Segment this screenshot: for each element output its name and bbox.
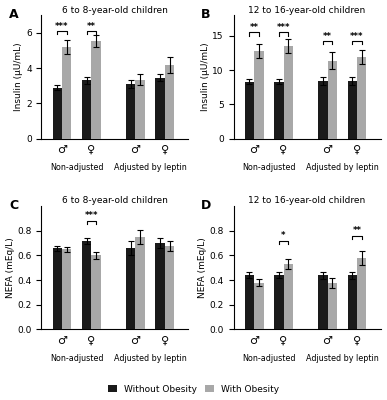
Text: Non-adjusted: Non-adjusted [242,354,296,363]
Bar [318,81,328,138]
Bar [62,47,72,138]
Bar [284,264,293,330]
Title: 6 to 8-year-old children: 6 to 8-year-old children [62,196,168,206]
Text: Adjusted by leptin: Adjusted by leptin [114,354,187,363]
Text: *: * [281,231,286,240]
Text: ***: *** [277,23,290,32]
Text: Adjusted by leptin: Adjusted by leptin [306,354,378,363]
Bar [284,46,293,138]
Text: **: ** [87,22,96,30]
Y-axis label: Insulin (μU/mL): Insulin (μU/mL) [200,43,209,111]
Text: **: ** [353,226,361,235]
Bar [91,41,101,138]
Text: A: A [9,8,19,21]
Text: Non-adjusted: Non-adjusted [50,354,103,363]
Title: 12 to 16-year-old children: 12 to 16-year-old children [248,196,366,206]
Bar [245,82,254,138]
Text: Adjusted by leptin: Adjusted by leptin [306,163,378,172]
Bar [357,258,366,330]
Bar [165,65,174,138]
Bar [82,80,91,138]
Title: 6 to 8-year-old children: 6 to 8-year-old children [62,6,168,14]
Text: ***: *** [55,22,69,30]
Text: **: ** [323,32,332,41]
Bar [156,78,165,138]
Text: **: ** [250,23,259,32]
Bar [53,248,62,330]
Y-axis label: NEFA (mEq/L): NEFA (mEq/L) [198,238,207,298]
Bar [126,248,135,330]
Bar [328,60,337,138]
Bar [348,275,357,330]
Title: 12 to 16-year-old children: 12 to 16-year-old children [248,6,366,14]
Bar [156,243,165,330]
Text: B: B [201,8,211,21]
Bar [135,237,145,330]
Text: Adjusted by leptin: Adjusted by leptin [114,163,187,172]
Text: C: C [9,199,18,212]
Bar [318,275,328,330]
Bar [82,241,91,330]
Text: Non-adjusted: Non-adjusted [50,163,103,172]
Bar [165,246,174,330]
Text: ***: *** [350,32,364,41]
Bar [53,88,62,138]
Bar [135,80,145,138]
Bar [357,57,366,138]
Bar [274,82,284,138]
Y-axis label: NEFA (mEq/L): NEFA (mEq/L) [5,238,15,298]
Bar [126,84,135,138]
Bar [245,275,254,330]
Bar [254,51,264,138]
Bar [254,283,264,330]
Y-axis label: Insulin (μU/mL): Insulin (μU/mL) [14,43,23,111]
Bar [91,256,101,330]
Bar [348,81,357,138]
Legend: Without Obesity, With Obesity: Without Obesity, With Obesity [106,383,281,396]
Text: D: D [201,199,211,212]
Text: ***: *** [85,211,98,220]
Bar [274,275,284,330]
Bar [62,249,72,330]
Bar [328,283,337,330]
Text: Non-adjusted: Non-adjusted [242,163,296,172]
